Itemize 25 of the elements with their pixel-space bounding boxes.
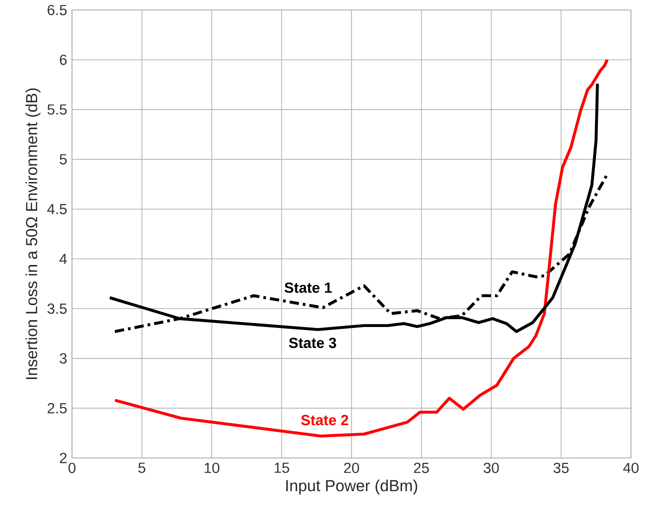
y-tick-label: 5.5 [47, 104, 67, 115]
x-tick-label: 20 [344, 462, 360, 474]
x-tick-label: 15 [274, 462, 290, 473]
series-label: State 3 [288, 338, 336, 348]
x-tick-label: 40 [623, 462, 639, 474]
x-tick-label: 35 [554, 462, 569, 474]
x-tick-label: 0 [68, 462, 76, 474]
y-tick-label: 4 [59, 254, 67, 264]
y-tick-label: 3 [60, 353, 67, 364]
y-axis-title: Insertion Loss in a 50Ω Environment (dB) [26, 88, 40, 379]
y-tick-label: 6.5 [48, 4, 67, 16]
y-tick-label: 3.5 [47, 303, 67, 314]
y-tick-label: 6 [60, 54, 67, 65]
x-tick-label: 25 [414, 462, 429, 474]
x-axis-title: Input Power (dBm) [286, 480, 418, 494]
y-tick-label: 4.5 [47, 204, 67, 214]
y-tick-label: 2.5 [48, 403, 67, 414]
y-tick-label: 5 [60, 154, 67, 164]
y-tick-label: 2 [60, 452, 67, 464]
line-series [113, 58, 609, 438]
x-tick-label: 5 [138, 462, 146, 473]
series-label: State 2 [301, 414, 348, 426]
x-tick-label: 10 [204, 462, 220, 474]
series-label: State 1 [284, 282, 332, 293]
x-tick-label: 30 [484, 462, 499, 474]
